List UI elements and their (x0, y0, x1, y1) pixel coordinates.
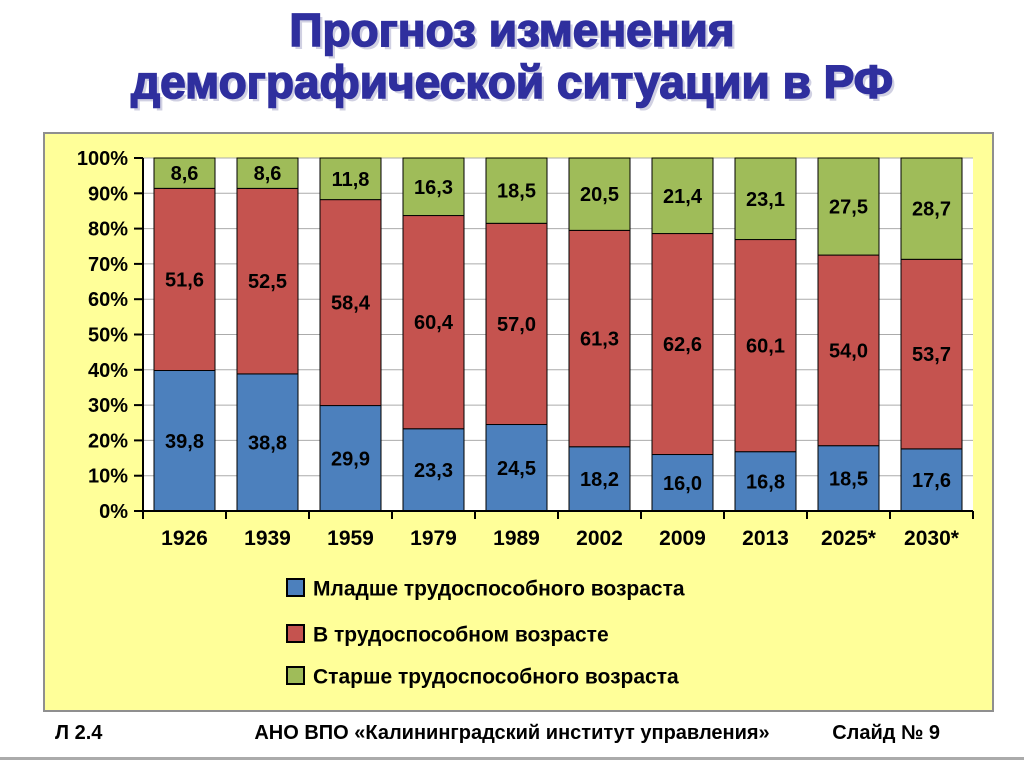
bar-segment (651, 233, 714, 456)
bar-segment (900, 448, 963, 512)
bar-value-label: 16,3 (414, 177, 453, 199)
x-axis-label: 1959 (327, 527, 374, 550)
bar-value-label: 38,8 (248, 432, 287, 454)
bar-value-label: 17,6 (912, 470, 951, 492)
footer-lecture-code: Л 2.4 (55, 722, 103, 744)
bar-value-label: 18,5 (497, 181, 536, 203)
legend-swatch (286, 666, 305, 685)
bar-segment (817, 445, 880, 512)
bar-value-label: 18,5 (829, 468, 868, 490)
bar-value-label: 53,7 (912, 344, 951, 366)
bar-value-label: 29,9 (331, 448, 370, 470)
x-axis-label: 2009 (659, 527, 706, 550)
bar-value-label: 8,6 (171, 163, 199, 185)
bar-value-label: 57,0 (497, 314, 536, 336)
x-axis-label: 2030* (904, 527, 960, 550)
legend-label: Старше трудоспособного возраста (313, 665, 679, 688)
bar-segment (900, 157, 963, 260)
bar-value-label: 20,5 (580, 184, 619, 206)
bar-value-label: 24,5 (497, 458, 536, 480)
bar-segment (568, 446, 631, 512)
bar-value-label: 58,4 (331, 293, 371, 315)
y-axis-label: 20% (88, 430, 128, 452)
bar-segment (568, 157, 631, 231)
bar-segment (402, 215, 465, 430)
bar-segment (651, 157, 714, 235)
x-axis-label: 1926 (161, 527, 208, 550)
bar-segment (651, 454, 714, 512)
x-axis-label: 1989 (493, 527, 540, 550)
chart-svg: 0% 10% 20% 30% 40% 50% 60% 70% 80% 90% 100% 1926 39,… (77, 148, 974, 688)
bar-segment (485, 222, 548, 426)
bar-value-label: 23,3 (414, 460, 453, 482)
y-axis-label: 50% (88, 325, 128, 347)
bar-segment (402, 157, 465, 217)
legend-swatch (286, 624, 305, 643)
bar-segment (153, 187, 216, 372)
bar-value-label: 60,4 (414, 312, 454, 334)
bar-value-label: 11,8 (332, 169, 370, 191)
bar-value-label: 23,1 (746, 189, 785, 211)
bar-segment (734, 239, 797, 453)
bar-value-label: 52,5 (248, 271, 287, 293)
bar-value-label: 54,0 (829, 340, 868, 362)
x-axis-label: 2013 (742, 527, 789, 550)
bar-segment (568, 229, 631, 448)
y-axis-label: 90% (88, 183, 128, 205)
bar-value-label: 16,0 (663, 473, 702, 495)
bar-segment (153, 157, 216, 189)
y-axis-label: 80% (88, 219, 128, 241)
y-axis-label: 40% (88, 360, 128, 382)
bar-value-label: 21,4 (663, 186, 703, 208)
bar-value-label: 8,6 (254, 163, 282, 185)
footer-institution: АНО ВПО «Калининградский институт управл… (254, 722, 770, 744)
y-axis-label: 10% (88, 466, 128, 488)
y-axis-label: 100% (77, 148, 128, 170)
bar-segment (734, 451, 797, 512)
slide-footer: Л 2.4 АНО ВПО «Калининградский институт … (0, 718, 1024, 750)
title-line-1: Прогноз изменения (289, 3, 736, 57)
bar-segment (485, 157, 548, 224)
bar-value-label: 27,5 (829, 197, 868, 219)
bar-segment (319, 157, 382, 201)
bar-value-label: 51,6 (165, 269, 204, 291)
title-line-2: демографической ситуации в РФ (130, 55, 894, 109)
bar-value-label: 62,6 (663, 334, 702, 356)
bar-segment (817, 157, 880, 256)
bar-value-label: 16,8 (746, 471, 785, 493)
bar-segment (319, 405, 382, 512)
bar-segment (236, 157, 299, 189)
slide-title: Прогноз изменения демографической ситуац… (0, 3, 1024, 109)
y-axis-label: 0% (99, 501, 128, 523)
bar-segment (402, 428, 465, 512)
bar-value-label: 18,2 (580, 469, 619, 491)
bar-segment (236, 373, 299, 512)
bar-segment (900, 258, 963, 450)
x-axis-label: 1979 (410, 527, 457, 550)
bar-value-label: 61,3 (580, 329, 619, 351)
bar-segment (485, 424, 548, 512)
x-axis-label: 2025* (821, 527, 877, 550)
bar-value-label: 39,8 (165, 431, 204, 453)
x-axis-label: 2002 (576, 527, 623, 550)
legend-label: В трудоспособном возрасте (313, 623, 609, 646)
legend-swatch (286, 578, 305, 597)
bottom-divider (0, 757, 1024, 760)
y-axis-label: 30% (88, 395, 128, 417)
footer-slide-number: Слайд № 9 (832, 722, 940, 744)
bar-value-label: 28,7 (912, 199, 951, 221)
x-axis-label: 1939 (244, 527, 291, 550)
y-axis-label: 60% (88, 289, 128, 311)
y-axis-label: 70% (88, 254, 128, 276)
bar-value-label: 60,1 (746, 336, 785, 358)
legend-label: Младше трудоспособного возраста (313, 577, 685, 600)
bar-segment (319, 199, 382, 407)
chart-panel: 0% 10% 20% 30% 40% 50% 60% 70% 80% 90% 100% 1926 39,… (43, 132, 994, 712)
bar-segment (734, 157, 797, 241)
